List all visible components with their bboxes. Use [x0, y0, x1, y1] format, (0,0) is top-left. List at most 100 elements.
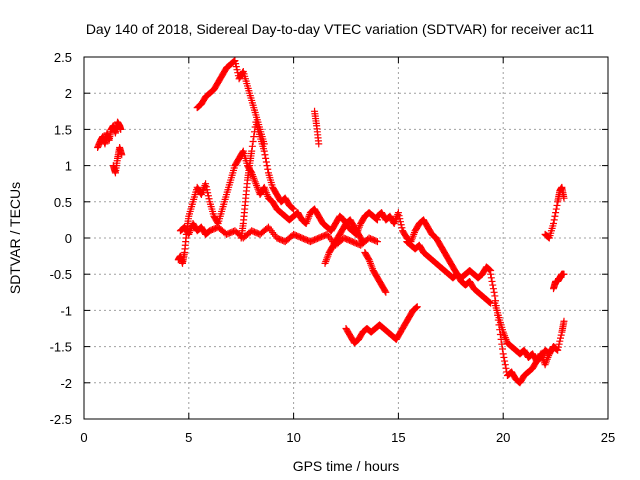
y-axis-title: SDTVAR / TECUs — [7, 182, 23, 294]
data-point-marker — [358, 236, 366, 244]
data-point-marker — [250, 133, 258, 141]
data-point-marker — [202, 183, 210, 191]
data-point-marker — [359, 238, 367, 246]
x-tick-label: 5 — [185, 430, 192, 445]
data-point-marker — [261, 151, 269, 159]
data-point-marker — [485, 298, 493, 306]
data-point-marker — [556, 337, 564, 345]
data-point-marker — [364, 255, 372, 263]
y-tick-label: -0.5 — [50, 267, 72, 282]
series-trace-f — [237, 118, 298, 242]
data-point-marker — [556, 334, 564, 342]
series-trace-a — [94, 118, 125, 151]
data-point-marker — [550, 216, 558, 224]
data-point-marker — [412, 304, 420, 312]
data-point-marker — [501, 357, 509, 365]
data-point-marker — [289, 204, 297, 212]
data-point-marker — [396, 218, 404, 226]
y-tick-label: -1.5 — [50, 340, 72, 355]
data-point-marker — [551, 212, 559, 220]
data-point-marker — [117, 125, 125, 133]
y-tick-label: -2 — [60, 376, 72, 391]
data-point-marker — [373, 215, 381, 223]
data-point-marker — [491, 292, 499, 300]
data-point-marker — [413, 303, 421, 311]
data-point-marker — [489, 285, 497, 293]
y-tick-label: 0 — [65, 231, 72, 246]
data-point-marker — [248, 142, 256, 150]
data-point-marker — [118, 151, 126, 159]
data-point-marker — [372, 237, 380, 245]
y-tick-label: 0.5 — [54, 195, 72, 210]
series-trace-n — [491, 299, 558, 365]
data-point-marker — [555, 340, 563, 348]
data-point-marker — [499, 345, 507, 353]
data-point-marker — [550, 343, 558, 351]
data-point-marker — [549, 344, 557, 352]
data-point-marker — [232, 63, 240, 71]
data-point-marker — [552, 209, 560, 217]
data-point-marker — [398, 224, 406, 232]
x-tick-label: 20 — [496, 430, 510, 445]
data-point-marker — [248, 147, 256, 155]
data-point-marker — [373, 238, 381, 246]
data-point-marker — [553, 201, 561, 209]
data-point-marker — [490, 288, 498, 296]
data-point-marker — [487, 274, 495, 282]
data-point-marker — [260, 147, 268, 155]
data-point-marker — [489, 281, 497, 289]
series-trace-b — [109, 144, 126, 177]
series-trace-g — [311, 107, 323, 148]
data-point-marker — [560, 317, 568, 325]
data-point-marker — [486, 299, 494, 307]
data-point-marker — [560, 270, 568, 278]
data-point-marker — [500, 353, 508, 361]
data-point-marker — [231, 57, 239, 65]
y-tick-label: -1 — [60, 303, 72, 318]
data-point-marker — [262, 154, 270, 162]
data-marks — [94, 57, 568, 387]
data-point-marker — [486, 266, 494, 274]
x-tick-label: 25 — [601, 430, 615, 445]
x-tick-label: 15 — [391, 430, 405, 445]
data-point-marker — [249, 137, 257, 145]
data-point-marker — [263, 162, 271, 170]
data-point-marker — [233, 66, 241, 74]
data-point-marker — [232, 60, 240, 68]
y-tick-label: 1.5 — [54, 122, 72, 137]
data-point-marker — [204, 189, 212, 197]
series-trace-i — [361, 248, 390, 296]
data-point-marker — [554, 343, 562, 351]
data-point-marker — [487, 270, 495, 278]
data-point-marker — [382, 288, 390, 296]
y-tick-label: 2 — [65, 86, 72, 101]
data-point-marker — [413, 303, 421, 311]
data-point-marker — [288, 204, 296, 212]
series-trace-p — [550, 270, 568, 293]
data-point-marker — [315, 140, 323, 148]
data-point-marker — [203, 186, 211, 194]
chart-title: Day 140 of 2018, Sidereal Day-to-day VTE… — [86, 21, 595, 37]
series-trace-l — [403, 238, 495, 307]
data-point-marker — [239, 69, 247, 77]
data-point-marker — [395, 212, 403, 220]
data-point-marker — [502, 364, 510, 372]
series-trace-e — [176, 220, 381, 249]
x-tick-label: 0 — [80, 430, 87, 445]
y-tick-label: 1 — [65, 159, 72, 174]
data-point-marker — [557, 331, 565, 339]
data-point-marker — [552, 205, 560, 213]
series-trace-j — [342, 303, 421, 347]
data-point-marker — [394, 209, 402, 217]
data-point-marker — [498, 340, 506, 348]
data-point-marker — [499, 350, 507, 358]
data-point-marker — [290, 205, 298, 213]
x-tick-label: 10 — [286, 430, 300, 445]
data-point-marker — [396, 215, 404, 223]
data-point-marker — [485, 265, 493, 273]
series-trace-k — [373, 209, 495, 282]
x-axis-title: GPS time / hours — [293, 458, 400, 474]
axis-ticks: 0 5 10 15 20 25 -2.5 -2 -1.5 -1 -0.5 0 0.5 1 1.5 2 2.5 — [50, 50, 616, 445]
data-point-marker — [202, 180, 210, 188]
